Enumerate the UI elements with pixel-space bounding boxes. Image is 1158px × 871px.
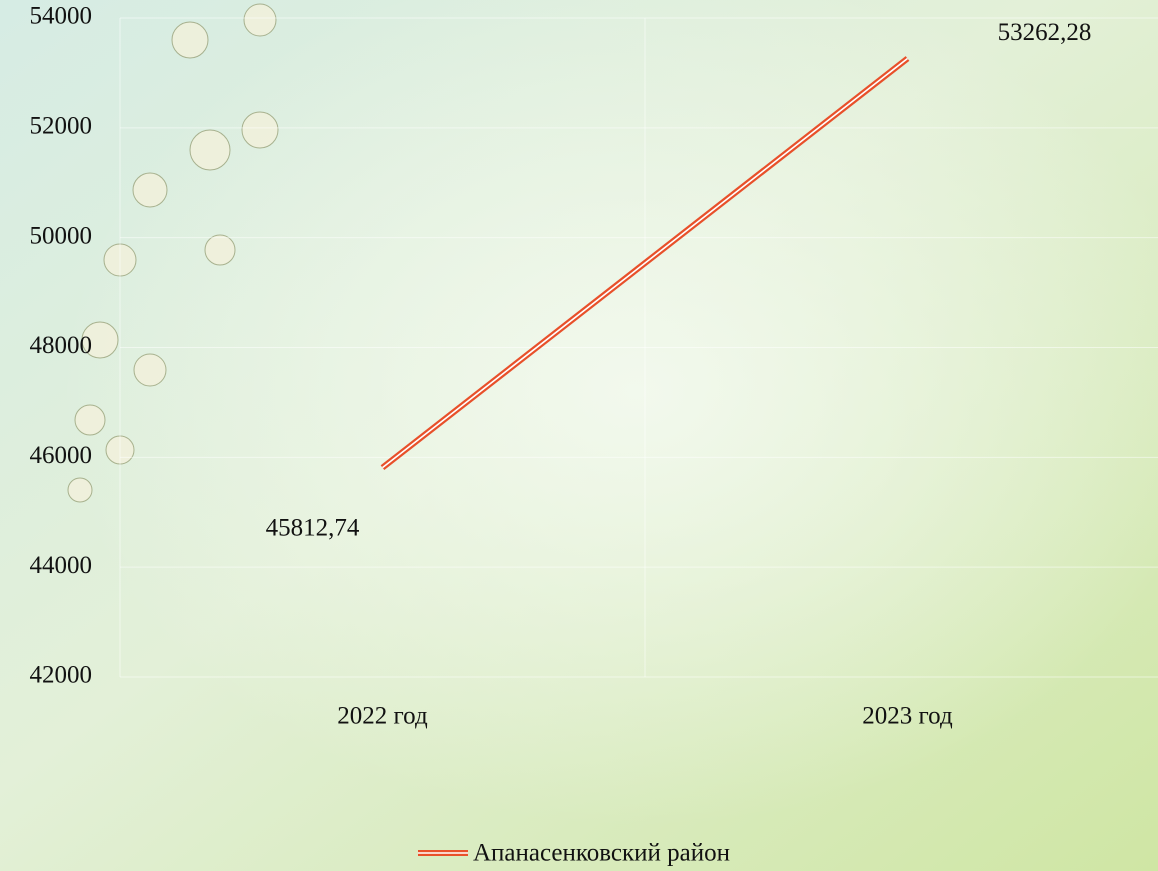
chart: 42000 44000 46000 48000 50000 52000 54000 2022 … <box>0 0 1158 871</box>
y-tick-label: 46000 <box>30 442 93 469</box>
x-tick-label: 2022 год <box>337 703 428 730</box>
y-tick-label: 54000 <box>30 3 93 30</box>
y-tick-label: 50000 <box>30 222 93 249</box>
y-tick-label: 44000 <box>30 552 93 579</box>
legend-label: Апанасенковский район <box>473 840 730 867</box>
y-tick-label: 42000 <box>30 662 93 689</box>
y-tick-label: 52000 <box>30 113 93 140</box>
y-tick-label: 48000 <box>30 332 93 359</box>
x-tick-label: 2023 год <box>862 703 953 730</box>
background-glow <box>0 0 1158 871</box>
data-label: 53262,28 <box>998 19 1092 46</box>
data-label: 45812,74 <box>266 514 360 541</box>
